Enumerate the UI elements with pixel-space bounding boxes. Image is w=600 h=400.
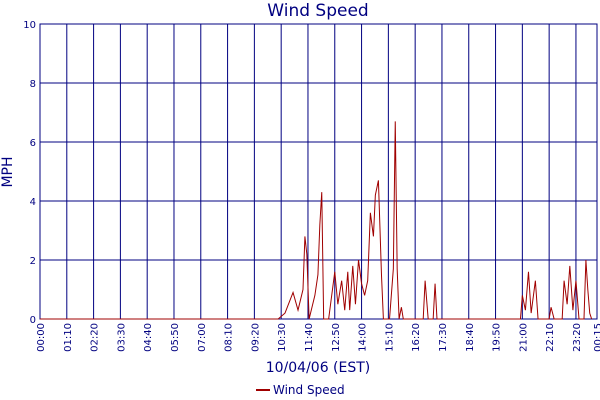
x-tick-label: 16:20 <box>411 323 422 352</box>
x-tick-label: 15:10 <box>384 323 395 352</box>
x-tick-label: 00:15 <box>593 323 600 352</box>
x-tick-label: 09:20 <box>250 323 261 352</box>
y-tick-label: 6 <box>30 138 36 149</box>
y-axis-title: MPH <box>0 156 16 187</box>
legend-label: Wind Speed <box>273 383 345 397</box>
x-tick-label: 14:00 <box>358 323 369 352</box>
chart-title: Wind Speed <box>267 1 368 21</box>
y-tick-label: 4 <box>30 197 36 208</box>
x-tick-label: 23:20 <box>572 323 583 352</box>
data-line <box>40 121 593 320</box>
x-tick-label: 10:30 <box>277 323 288 352</box>
x-axis-title: 10/04/06 (EST) <box>266 360 371 376</box>
plot-area <box>39 23 598 320</box>
x-tick-label: 11:40 <box>304 323 315 352</box>
x-tick-label: 08:10 <box>224 323 235 352</box>
x-tick-label: 02:20 <box>90 323 101 352</box>
x-tick-label: 01:10 <box>63 323 74 352</box>
x-tick-label: 03:30 <box>116 323 127 352</box>
x-tick-label: 22:10 <box>545 323 556 352</box>
x-tick-label: 12:50 <box>331 323 342 352</box>
x-tick-label: 19:50 <box>492 323 503 352</box>
y-tick-label: 0 <box>30 315 36 326</box>
y-tick-label: 8 <box>30 79 36 90</box>
x-tick-label: 05:50 <box>170 323 181 352</box>
x-tick-label: 17:30 <box>438 323 449 352</box>
y-tick-label: 2 <box>30 256 36 267</box>
x-tick-label: 04:40 <box>143 323 154 352</box>
y-tick-label: 10 <box>23 20 36 31</box>
x-tick-label: 21:00 <box>518 323 529 352</box>
x-tick-label: 07:00 <box>197 323 208 352</box>
x-tick-label: 18:40 <box>465 323 476 352</box>
x-tick-label: 00:00 <box>36 323 47 352</box>
